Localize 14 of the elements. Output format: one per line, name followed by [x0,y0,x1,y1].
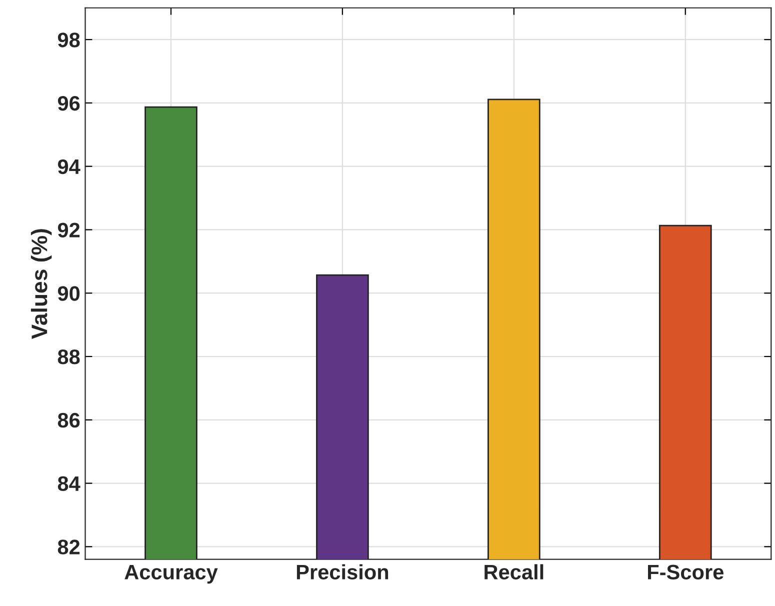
y-tick-label: 90 [58,286,80,301]
y-axis-title: Values (%) [30,229,52,340]
y-tick-label: 88 [58,350,80,364]
y-tick-label: 98 [58,32,80,48]
x-tick-label: Accuracy [124,564,218,584]
y-tick-label: 86 [58,412,80,428]
y-tick-label: 82 [58,540,80,554]
y-tick-label: 96 [58,96,80,111]
x-tick-label: Recall [484,564,544,580]
y-tick-label: 94 [58,159,80,174]
x-tick-label: Precision [296,564,388,580]
y-tick-label: 92 [58,222,80,238]
x-tick-label: F-Score [648,564,724,580]
y-tick-label: 84 [58,476,80,492]
